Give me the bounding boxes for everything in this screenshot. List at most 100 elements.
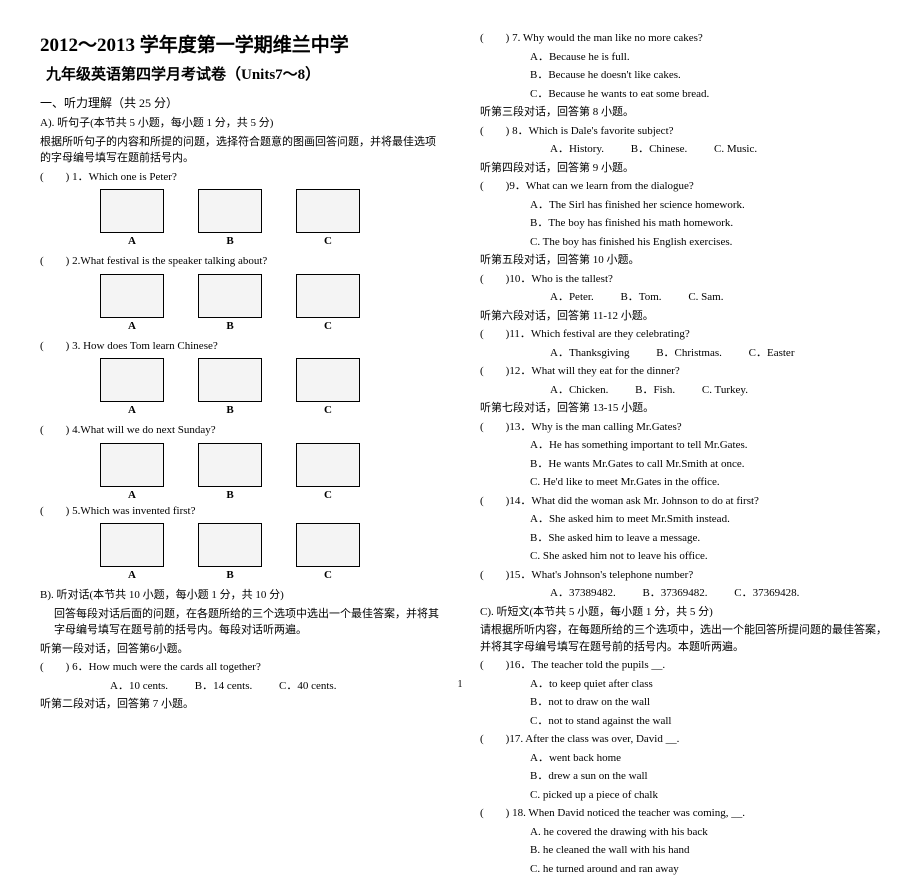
question-15: ( )15．What's Johnson's telephone number?: [480, 567, 890, 584]
question-6: ( ) 6．How much were the cards all togeth…: [40, 659, 440, 676]
option-label-a: A: [100, 489, 164, 501]
q9-opt-a: A．The Sirl has finished her science home…: [530, 197, 890, 214]
option-label-b: B: [198, 235, 262, 247]
q17-opt-c: C. picked up a piece of chalk: [530, 787, 890, 804]
q7-opt-a: A．Because he is full.: [530, 49, 890, 66]
q13-opt-b: B．He wants Mr.Gates to call Mr.Smith at …: [530, 456, 890, 473]
image-placeholder: [100, 189, 164, 233]
option-label-c: C: [296, 235, 360, 247]
page-number: 1: [458, 679, 463, 690]
q14-opt-a: A．She asked him to meet Mr.Smith instead…: [530, 511, 890, 528]
q16-opt-c: C．not to stand against the wall: [530, 713, 890, 730]
image-placeholder: [100, 443, 164, 487]
part-b-desc: 回答每段对话后面的问题，在各题所给的三个选项中选出一个最佳答案，并将其字母编号填…: [54, 606, 440, 639]
image-placeholder: [198, 274, 262, 318]
q6-opt-b: B．14 cents.: [195, 680, 252, 692]
option-label-c: C: [296, 320, 360, 332]
option-label-b: B: [198, 320, 262, 332]
q13-opt-a: A．He has something important to tell Mr.…: [530, 437, 890, 454]
question-3: ( ) 3. How does Tom learn Chinese?: [40, 338, 440, 355]
option-label-a: A: [100, 235, 164, 247]
label-row: A B C: [100, 235, 440, 247]
q8-options: A．History. B．Chinese. C. Music.: [550, 141, 890, 158]
question-11: ( )11．Which festival are they celebratin…: [480, 326, 890, 343]
question-17: ( )17. After the class was over, David _…: [480, 731, 890, 748]
question-2: ( ) 2.What festival is the speaker talki…: [40, 253, 440, 270]
part-b-intro: B). 听对话(本节共 10 小题，每小题 1 分，共 10 分): [40, 587, 440, 604]
label-row: A B C: [100, 404, 440, 416]
q13-opt-c: C. He'd like to meet Mr.Gates in the off…: [530, 474, 890, 491]
section-heading: 一、听力理解（共 25 分）: [40, 94, 440, 111]
q7-opt-b: B．Because he doesn't like cakes.: [530, 67, 890, 84]
image-placeholder: [198, 523, 262, 567]
option-label-b: B: [198, 569, 262, 581]
segment-5: 听第五段对话，回答第 10 小题。: [480, 252, 890, 269]
label-row: A B C: [100, 489, 440, 501]
q6-opt-c: C．40 cents.: [279, 680, 336, 692]
q17-opt-a: A．went back home: [530, 750, 890, 767]
question-9: ( )9．What can we learn from the dialogue…: [480, 178, 890, 195]
question-13: ( )13．Why is the man calling Mr.Gates?: [480, 419, 890, 436]
q18-opt-a: A. he covered the drawing with his back: [530, 824, 890, 841]
subtitle: 九年级英语第四学月考试卷（Units7～8）: [46, 63, 440, 84]
part-c-desc: 请根据所听内容，在每题所给的三个选项中，选出一个能回答所提问题的最佳答案，并将其…: [480, 622, 890, 655]
label-row: A B C: [100, 569, 440, 581]
q10-options: A．Peter. B．Tom. C. Sam.: [550, 289, 890, 306]
question-12: ( )12．What will they eat for the dinner?: [480, 363, 890, 380]
q6-options: A．10 cents. B．14 cents. C．40 cents.: [110, 678, 440, 695]
question-18: ( ) 18. When David noticed the teacher w…: [480, 805, 890, 822]
q17-opt-b: B．drew a sun on the wall: [530, 768, 890, 785]
image-placeholder: [296, 358, 360, 402]
part-a-desc: 根据所听句子的内容和所提的问题，选择符合题意的图画回答问题，并将最佳选项的字母编…: [40, 134, 440, 167]
image-placeholder: [100, 358, 164, 402]
q8-opt-a: A．History.: [550, 143, 604, 155]
q11-opt-a: A．Thanksgiving: [550, 347, 629, 359]
segment-2: 听第二段对话，回答第 7 小题。: [40, 696, 440, 713]
option-label-a: A: [100, 320, 164, 332]
q12-opt-a: A．Chicken.: [550, 384, 608, 396]
q8-opt-b: B．Chinese.: [631, 143, 688, 155]
q6-opt-a: A．10 cents.: [110, 680, 168, 692]
segment-4: 听第四段对话，回答第 9 小题。: [480, 160, 890, 177]
option-label-c: C: [296, 404, 360, 416]
option-label-a: A: [100, 569, 164, 581]
q10-opt-b: B．Tom.: [620, 291, 661, 303]
q18-opt-c: C. he turned around and ran away: [530, 861, 890, 877]
image-row-4: [100, 443, 440, 487]
image-placeholder: [198, 358, 262, 402]
image-placeholder: [100, 274, 164, 318]
segment-6: 听第六段对话，回答第 11-12 小题。: [480, 308, 890, 325]
q16-opt-a: A．to keep quiet after class: [530, 676, 890, 693]
q15-opt-a: A．37389482.: [550, 587, 616, 599]
q9-opt-c: C. The boy has finished his English exer…: [530, 234, 890, 251]
q10-opt-c: C. Sam.: [688, 291, 723, 303]
image-placeholder: [100, 523, 164, 567]
right-column: ( ) 7. Why would the man like no more ca…: [460, 0, 920, 696]
q12-opt-c: C. Turkey.: [702, 384, 748, 396]
q9-opt-b: B．The boy has finished his math homework…: [530, 215, 890, 232]
image-row-5: [100, 523, 440, 567]
q15-options: A．37389482. B．37369482. C．37369428.: [550, 585, 890, 602]
q14-opt-b: B．She asked him to leave a message.: [530, 530, 890, 547]
segment-7: 听第七段对话，回答第 13-15 小题。: [480, 400, 890, 417]
image-placeholder: [296, 189, 360, 233]
q12-opt-b: B．Fish.: [635, 384, 675, 396]
image-row-3: [100, 358, 440, 402]
question-14: ( )14．What did the woman ask Mr. Johnson…: [480, 493, 890, 510]
q12-options: A．Chicken. B．Fish. C. Turkey.: [550, 382, 890, 399]
q11-opt-b: B．Christmas.: [656, 347, 722, 359]
option-label-a: A: [100, 404, 164, 416]
image-placeholder: [296, 523, 360, 567]
option-label-b: B: [198, 489, 262, 501]
image-placeholder: [198, 443, 262, 487]
label-row: A B C: [100, 320, 440, 332]
image-row-1: [100, 189, 440, 233]
question-10: ( )10．Who is the tallest?: [480, 271, 890, 288]
q18-opt-b: B. he cleaned the wall with his hand: [530, 842, 890, 859]
option-label-c: C: [296, 569, 360, 581]
segment-1: 听第一段对话，回答第6小题。: [40, 641, 440, 658]
left-column: 2012～2013 学年度第一学期维兰中学 九年级英语第四学月考试卷（Units…: [0, 0, 460, 696]
q10-opt-a: A．Peter.: [550, 291, 594, 303]
main-title: 2012～2013 学年度第一学期维兰中学: [40, 30, 440, 57]
question-1: ( ) 1．Which one is Peter?: [40, 169, 440, 186]
